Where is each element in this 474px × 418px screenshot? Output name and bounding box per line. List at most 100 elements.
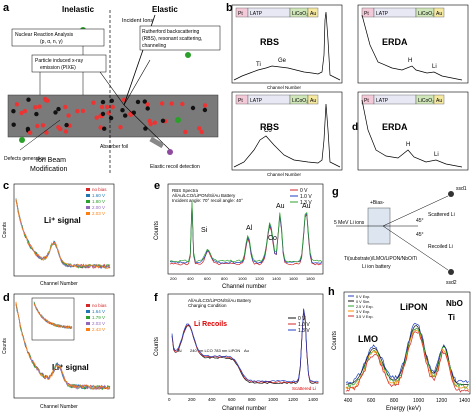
c-series-line — [15, 198, 111, 269]
g-angle2: 45° — [416, 232, 424, 238]
ion-ball-3 — [185, 52, 191, 58]
d-signal: Li⁺ signal — [52, 363, 89, 372]
panel-h-chart: Counts Energy (keV) LiPON LMO NbO Ti 0 V… — [332, 291, 470, 412]
lattice-atom — [35, 123, 40, 129]
lattice-atom — [63, 129, 69, 134]
b-tl-title: RBS — [260, 37, 279, 47]
h-legend-label: 0 V Sim. — [356, 300, 370, 304]
lattice-atom — [104, 104, 110, 110]
b-layer-label: LATP — [250, 11, 263, 17]
b-br-li: Li — [434, 152, 439, 158]
panel-a: a Inelastic Elastic Incident Ions Nuclea… — [0, 0, 222, 178]
d-xlabel: Channel Number — [40, 404, 78, 410]
lattice-atom — [56, 106, 61, 112]
h-x-tick: 1000 — [413, 398, 424, 404]
f-x-tick: 400 — [208, 397, 216, 402]
lattice-atom — [43, 96, 48, 102]
absorber-foil — [149, 136, 165, 149]
d-legend-swatch — [86, 304, 90, 307]
g-scattered: Scattered Li — [428, 212, 455, 218]
c-legend-swatch — [86, 188, 90, 191]
h-legend-label: 0 V Exp. — [356, 295, 370, 299]
lattice-atom — [19, 110, 24, 116]
defect-line — [19, 119, 61, 151]
f-x-tick: 200 — [188, 397, 196, 402]
g-angle1: 45° — [416, 218, 424, 224]
b-d-label: d — [352, 122, 358, 133]
e-x-tick: 1800 — [306, 276, 316, 281]
lattice-atom — [37, 104, 42, 109]
e-x-tick: 600 — [204, 276, 211, 281]
b-layer-label: Au — [436, 98, 442, 104]
beam-line-4 — [123, 104, 171, 151]
d-legend-swatch — [86, 316, 90, 319]
panel-d-label: d — [3, 292, 10, 304]
lattice-atom — [110, 104, 115, 110]
g-ssd2-detector — [448, 269, 454, 275]
panel-f-label: f — [154, 292, 158, 304]
lattice-atom — [63, 104, 68, 110]
f-x-tick: 1400 — [308, 397, 319, 402]
lattice-atom — [183, 129, 188, 135]
f-x-tick: 1200 — [288, 397, 299, 402]
e-frame — [167, 183, 324, 275]
h-x-ticks: 400 600 800 1000 1200 1400 — [344, 398, 470, 404]
g-caption1: Ti(substrate)/LMO/LiPON/NbO/Ti — [344, 256, 417, 262]
d-legend-label: no bias — [92, 303, 107, 308]
panel-g: g +Bias- 5 MeV Li ions Scattered Li Reco… — [328, 178, 474, 286]
b-layer-label: LiCoO₂ — [418, 98, 434, 104]
d-legend-label: 2.43 V — [92, 327, 105, 332]
c-legend-swatch — [86, 194, 90, 197]
lattice-atom — [197, 126, 202, 131]
lattice-atom — [143, 126, 148, 131]
b-layer-label: Au — [310, 98, 316, 104]
d-legend-label: 1.64 V — [92, 309, 105, 314]
pixe-sub: emission (PIXE) — [40, 65, 76, 71]
h-x-tick: 400 — [344, 398, 353, 404]
lattice-atom — [56, 125, 61, 130]
g-recoiled: Recoiled Li — [428, 244, 453, 250]
panel-h: h Counts Energy (keV) LiPON LMO NbO Ti 0… — [328, 286, 474, 413]
g-ssd1-detector — [448, 191, 454, 197]
h-x-tick: 800 — [390, 398, 399, 404]
h-series-line — [345, 331, 469, 393]
lattice-atom — [14, 102, 20, 107]
b-layer-box — [307, 94, 319, 105]
panel-f-chart: Counts Channel number Al/Au/LCO/LiPON/Si… — [154, 293, 324, 412]
b-tl-xlabel: Channel Number — [267, 85, 302, 90]
b-top-right-curve — [361, 14, 463, 81]
lattice-atom — [135, 99, 141, 105]
b-bl-xlabel: Channel Number — [267, 172, 302, 177]
lattice-atom — [109, 98, 115, 104]
d-ylabel: Counts — [2, 338, 8, 354]
lattice-atom — [199, 129, 204, 135]
e-legend: 0 V1.0 V1.3 V — [290, 188, 312, 206]
e-series-line — [169, 200, 323, 263]
lattice-atom — [100, 99, 106, 105]
f-layer-au: Au — [244, 348, 249, 353]
e-series-group — [169, 200, 323, 266]
c-legend-label: 2.00 V — [92, 205, 105, 210]
b-layer-label: Au — [436, 11, 442, 17]
d-frame — [13, 293, 115, 399]
panel-a-diagram: Inelastic Elastic Incident Ions Nuclear … — [4, 5, 221, 175]
b-layer-label: Pt — [238, 98, 243, 104]
b-layer-label: Au — [310, 11, 316, 17]
e-x-tick: 1000 — [238, 276, 248, 281]
g-scatter-line — [382, 195, 449, 227]
e-x-tick: 1200 — [255, 276, 265, 281]
g-bias: +Bias- — [370, 200, 385, 206]
c-frame — [13, 183, 115, 277]
b-top-left-frame — [231, 4, 343, 84]
b-layer-label: LiCoO₂ — [292, 11, 308, 17]
e-peak-al: Al — [246, 225, 253, 232]
rbs-box — [139, 25, 221, 51]
panel-c-label: c — [3, 180, 10, 192]
panel-g-label: g — [332, 186, 339, 198]
pixe-box — [31, 54, 107, 73]
h-legend-label: 3.5 V Exp. — [356, 315, 374, 319]
rbs-label: Rutherford backscattering — [142, 29, 199, 35]
d-legend-label: 1.79 V — [92, 315, 105, 320]
g-caption2: Li ion battery — [362, 264, 391, 270]
lattice-atom — [120, 108, 125, 113]
